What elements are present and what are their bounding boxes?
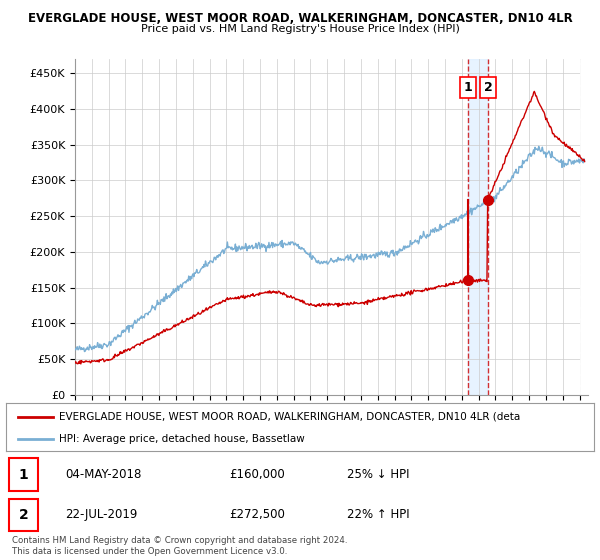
- Text: 04-MAY-2018: 04-MAY-2018: [65, 468, 141, 481]
- Text: 1: 1: [463, 81, 472, 94]
- Text: Price paid vs. HM Land Registry's House Price Index (HPI): Price paid vs. HM Land Registry's House …: [140, 24, 460, 34]
- Bar: [468, 59, 488, 395]
- Text: EVERGLADE HOUSE, WEST MOOR ROAD, WALKERINGHAM, DONCASTER, DN10 4LR: EVERGLADE HOUSE, WEST MOOR ROAD, WALKERI…: [28, 12, 572, 25]
- Text: 25% ↓ HPI: 25% ↓ HPI: [347, 468, 410, 481]
- Text: £272,500: £272,500: [229, 508, 286, 521]
- Text: 22% ↑ HPI: 22% ↑ HPI: [347, 508, 410, 521]
- Text: 22-JUL-2019: 22-JUL-2019: [65, 508, 137, 521]
- Text: 2: 2: [484, 81, 492, 94]
- FancyBboxPatch shape: [9, 498, 38, 531]
- Text: £160,000: £160,000: [229, 468, 285, 481]
- Text: 1: 1: [19, 468, 29, 482]
- FancyBboxPatch shape: [9, 458, 38, 492]
- Text: HPI: Average price, detached house, Bassetlaw: HPI: Average price, detached house, Bass…: [59, 434, 305, 444]
- Text: EVERGLADE HOUSE, WEST MOOR ROAD, WALKERINGHAM, DONCASTER, DN10 4LR (deta: EVERGLADE HOUSE, WEST MOOR ROAD, WALKERI…: [59, 412, 520, 422]
- Bar: [580, 59, 588, 395]
- Text: 2: 2: [19, 508, 29, 522]
- Text: Contains HM Land Registry data © Crown copyright and database right 2024.
This d: Contains HM Land Registry data © Crown c…: [12, 536, 347, 556]
